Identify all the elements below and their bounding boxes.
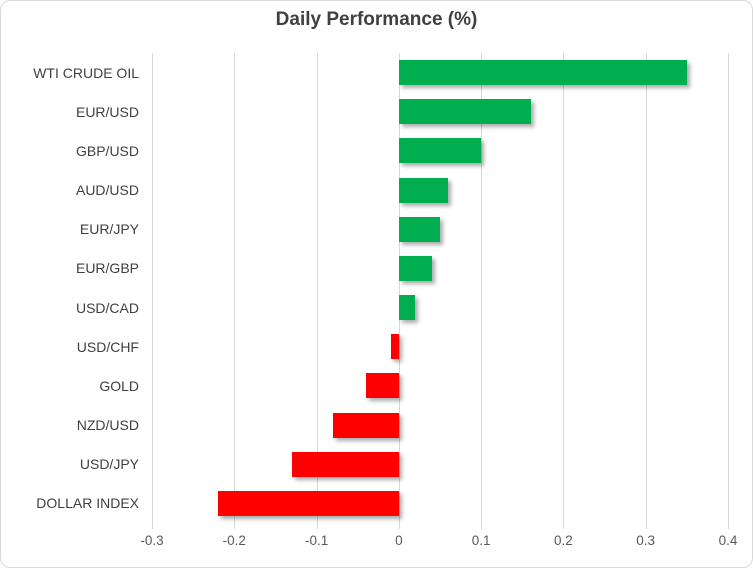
value-tick-label: 0.1 [471,533,491,548]
gridline [646,53,647,523]
axis-tick-mark [234,523,235,529]
chart-title: Daily Performance (%) [275,9,478,30]
category-label: EUR/USD [75,103,139,120]
bar-aud-usd [398,177,449,203]
axis-tick-mark [152,523,153,529]
category-label: GOLD [99,377,139,394]
bar-usd-jpy [291,451,399,477]
gridline [399,53,400,523]
axis-tick-mark [317,523,318,529]
category-label: EUR/JPY [79,221,139,238]
axis-tick-mark [481,523,482,529]
category-label: USD/JPY [79,456,139,473]
value-tick-label: -0.2 [222,533,246,548]
value-tick-label: 0 [395,533,403,548]
bar-dollar-index [217,490,399,516]
bar-usd-chf [390,334,399,360]
value-tick-label: -0.3 [140,533,164,548]
category-label: USD/CAD [75,299,139,316]
gridline [234,53,235,523]
gridline [728,53,729,523]
gridline [563,53,564,523]
gridline [317,53,318,523]
axis-tick-mark [646,523,647,529]
category-label: USD/CHF [76,338,139,355]
axis-tick-mark [728,523,729,529]
category-label: NZD/USD [76,417,139,434]
bar-usd-cad [398,295,416,321]
axis-tick-mark [563,523,564,529]
gridline [481,53,482,523]
category-label: EUR/GBP [75,260,139,277]
gridline [152,53,153,523]
category-label: AUD/USD [75,182,139,199]
value-tick-label: 0.3 [636,533,656,548]
category-label: GBP/USD [75,142,139,159]
bar-gbp-usd [398,138,482,164]
bar-wti-crude-oil [398,60,687,86]
value-tick-label: 0.2 [554,533,573,548]
category-label: DOLLAR INDEX [36,495,139,512]
bar-eur-gbp [398,255,432,281]
bar-eur-jpy [398,216,440,242]
value-tick-label: -0.1 [304,533,329,548]
axis-tick-mark [399,523,400,529]
bar-eur-usd [398,99,531,125]
bar-gold [365,373,399,399]
bar-nzd-usd [333,412,399,438]
value-tick-label: 0.4 [718,533,738,548]
category-label: WTI CRUDE OIL [33,64,139,81]
